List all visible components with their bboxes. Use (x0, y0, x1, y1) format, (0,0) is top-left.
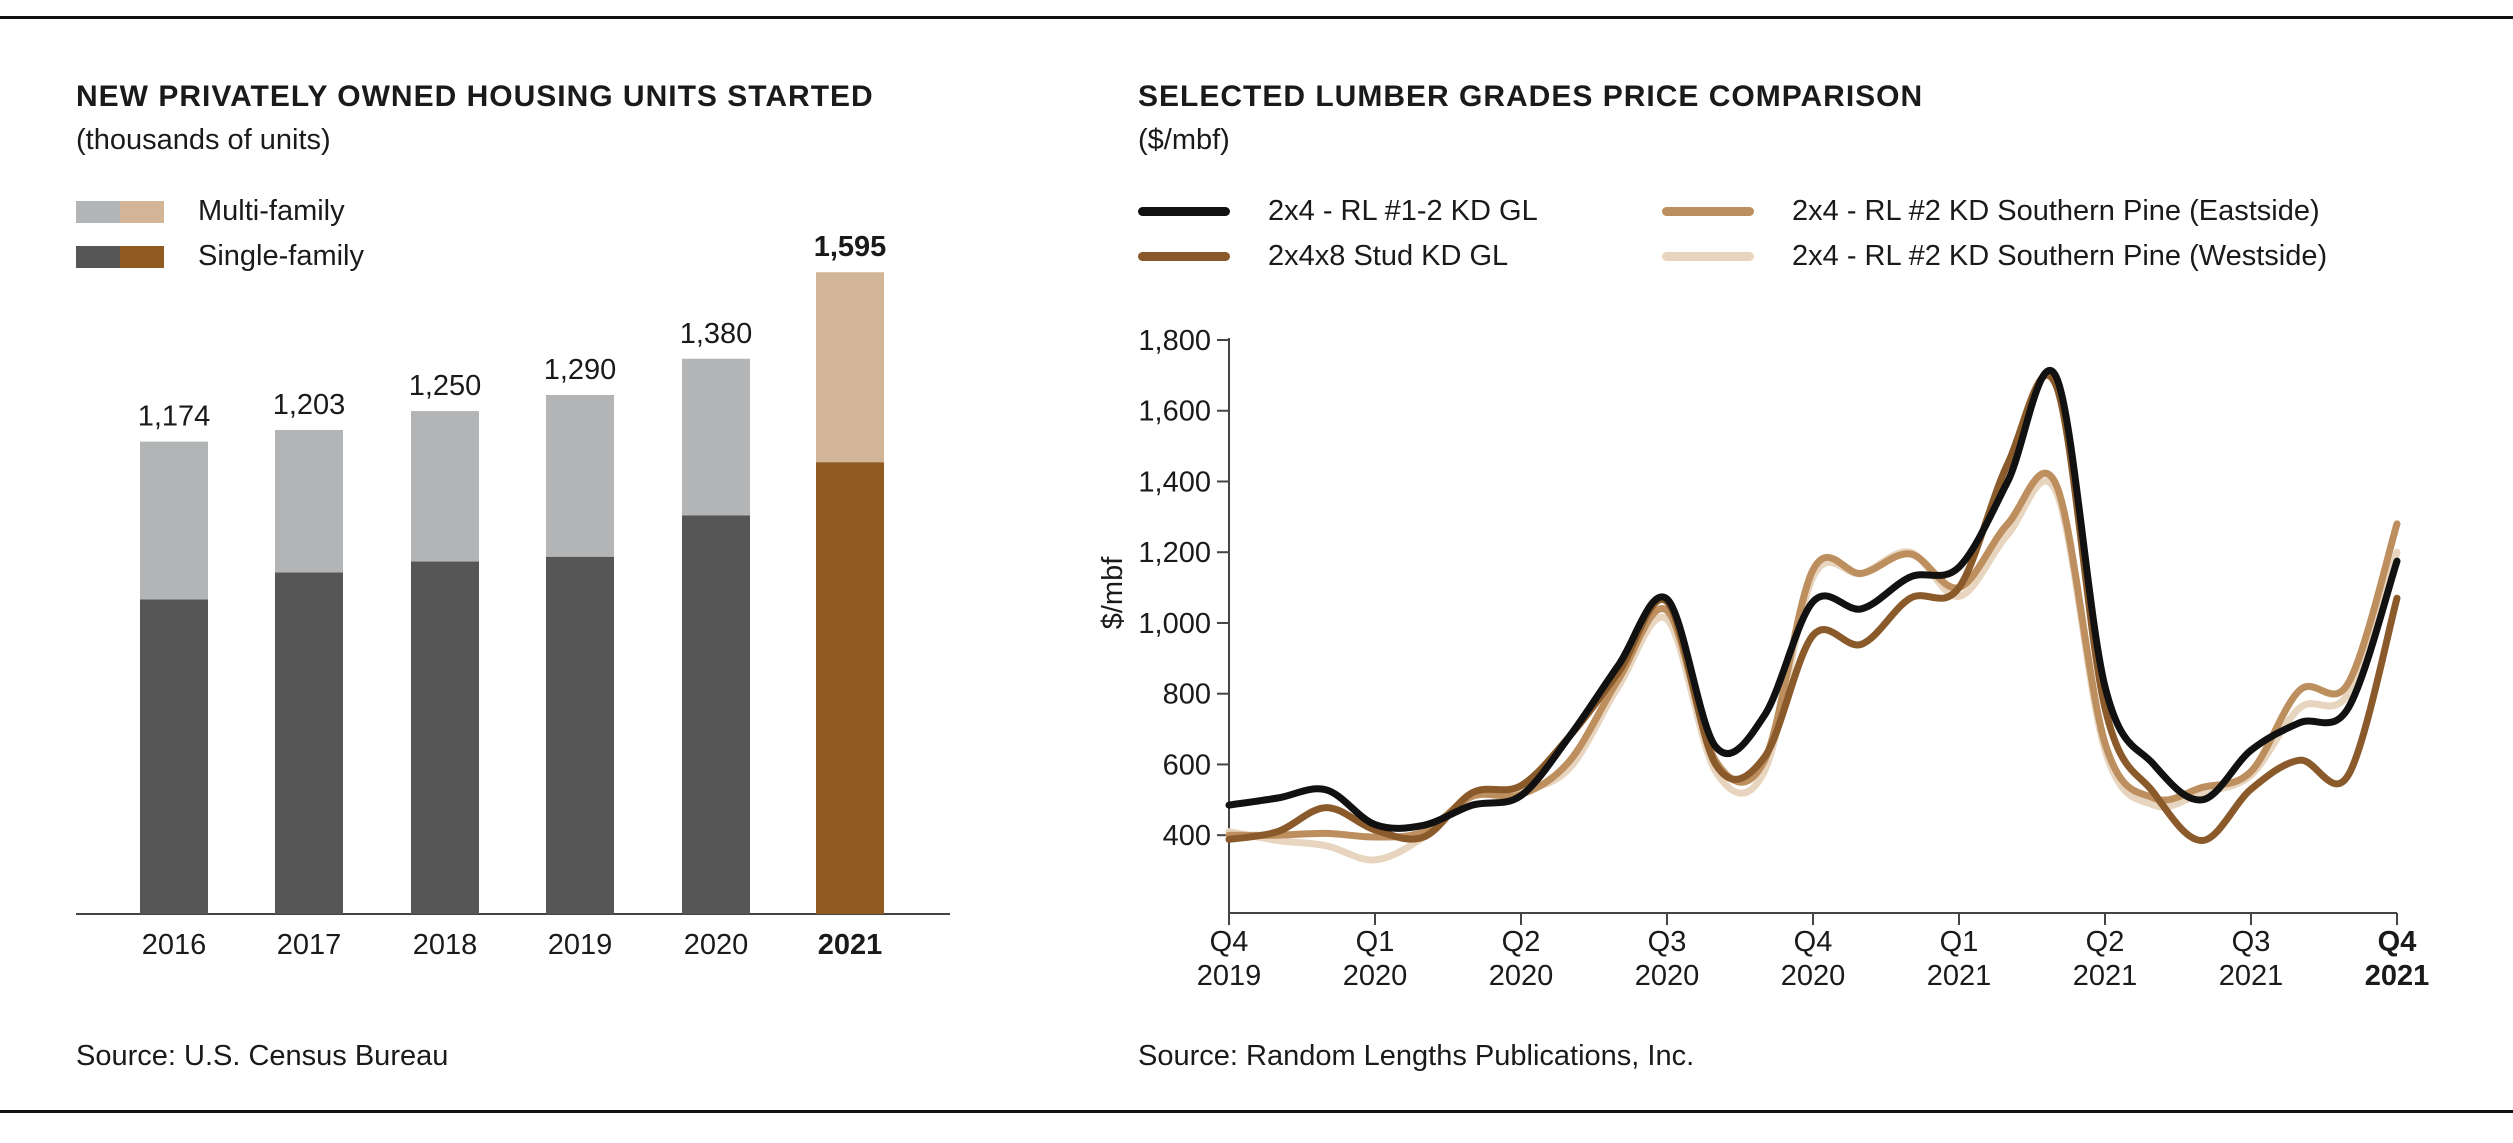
legend-label: 2x4 - RL #1-2 KD GL (1268, 195, 1538, 227)
x-tick-year-label: 2021 (2365, 960, 2430, 992)
series-rl-1-2-kd-gl-line (1225, 366, 2401, 832)
bar-single-family-2021 (816, 462, 884, 914)
multi-family-gray-swatch (76, 200, 120, 223)
housing-chart-title: NEW PRIVATELY OWNED HOUSING UNITS STARTE… (76, 80, 874, 113)
bar-multi-family-2020 (682, 358, 750, 516)
x-tick-quarter-label: Q3 (1648, 926, 1687, 958)
x-tick-year-label: 2021 (2073, 960, 2138, 992)
bar-single-family-2016 (140, 599, 208, 914)
y-tick-label: 800 (1163, 679, 1211, 711)
series-stud-kd-gl-line (1225, 371, 2401, 844)
legend-item-stud-kd-gl: 2x4x8 Stud KD GL (1138, 240, 1508, 273)
x-tick-quarter-label: Q1 (1356, 926, 1395, 958)
x-tick-year-label: 2021 (1927, 960, 1992, 992)
bar-category-label-2020: 2020 (684, 929, 749, 961)
housing-source-note: Source: U.S. Census Bureau (76, 1040, 449, 1072)
y-tick-label: 1,600 (1138, 396, 1211, 428)
bar-category-label-2017: 2017 (277, 929, 342, 961)
lumber-source-note: Source: Random Lengths Publications, Inc… (1138, 1040, 1695, 1072)
bar-multi-family-2019 (546, 394, 614, 557)
bar-multi-family-2016 (140, 441, 208, 600)
bar-multi-family-2017 (275, 429, 343, 573)
legend-label: 2x4 - RL #2 KD Southern Pine (Eastside) (1792, 195, 2320, 227)
legend-item-single-family: Single-family (76, 240, 364, 273)
series-southern-pine-westside-line (1225, 477, 2401, 864)
y-tick-label: 1,200 (1138, 537, 1211, 569)
bar-category-label-2018: 2018 (413, 929, 478, 961)
x-tick-year-label: 2020 (1343, 960, 1408, 992)
x-tick-quarter-label: Q2 (2086, 926, 2125, 958)
top-rule (0, 16, 2513, 19)
legend-label-single-family: Single-family (198, 240, 364, 272)
y-tick-label: 1,800 (1138, 325, 1211, 357)
bar-multi-family-2018 (411, 411, 479, 562)
bar-total-label-2017: 1,203 (273, 389, 346, 421)
bar-category-label-2021: 2021 (818, 929, 883, 961)
bar-single-family-2019 (546, 556, 614, 914)
bar-single-family-2018 (411, 561, 479, 914)
lumber-chart-title: SELECTED LUMBER GRADES PRICE COMPARISON (1138, 80, 1924, 113)
housing-chart-subtitle: (thousands of units) (76, 124, 331, 156)
x-tick-year-label: 2021 (2219, 960, 2284, 992)
legend-line-icon (1138, 207, 1230, 216)
legend-item-southern-pine-westside: 2x4 - RL #2 KD Southern Pine (Westside) (1662, 240, 2327, 273)
x-tick-quarter-label: Q4 (2378, 926, 2417, 958)
bar-total-label-2016: 1,174 (138, 401, 211, 433)
y-tick-label: 1,400 (1138, 466, 1211, 498)
bar-category-label-2019: 2019 (548, 929, 613, 961)
legend-item-southern-pine-eastside: 2x4 - RL #2 KD Southern Pine (Eastside) (1662, 195, 2320, 228)
legend-item-rl-1-2-kd-gl: 2x4 - RL #1-2 KD GL (1138, 195, 1538, 228)
single-family-swatch-icon (76, 245, 164, 268)
y-tick-label: 400 (1163, 820, 1211, 852)
single-family-gray-swatch (76, 245, 120, 268)
x-tick-quarter-label: Q4 (1210, 926, 1249, 958)
x-tick-quarter-label: Q4 (1794, 926, 1833, 958)
bottom-rule (0, 1110, 2513, 1113)
legend-line-icon (1138, 252, 1230, 261)
legend-item-multi-family: Multi-family (76, 195, 345, 228)
bar-single-family-2020 (682, 515, 750, 914)
x-tick-year-label: 2019 (1197, 960, 1262, 992)
multi-family-2021-swatch (120, 200, 164, 223)
x-tick-quarter-label: Q3 (2232, 926, 2271, 958)
single-family-2021-swatch (120, 245, 164, 268)
y-axis-label: $/mbf (1097, 556, 1129, 629)
lumber-chart-subtitle: ($/mbf) (1138, 124, 1230, 156)
bar-total-label-2020: 1,380 (680, 318, 753, 350)
bar-total-label-2021: 1,595 (814, 231, 887, 263)
legend-label: 2x4 - RL #2 KD Southern Pine (Westside) (1792, 240, 2328, 272)
bar-multi-family-2021 (816, 272, 884, 463)
legend-label: 2x4x8 Stud KD GL (1268, 240, 1509, 272)
x-tick-year-label: 2020 (1635, 960, 1700, 992)
x-tick-year-label: 2020 (1781, 960, 1846, 992)
legend-line-icon (1662, 252, 1754, 261)
legend-line-icon (1662, 207, 1754, 216)
x-tick-year-label: 2020 (1489, 960, 1554, 992)
multi-family-swatch-icon (76, 200, 164, 223)
bar-single-family-2017 (275, 572, 343, 914)
bar-total-label-2018: 1,250 (409, 370, 482, 402)
x-tick-quarter-label: Q1 (1940, 926, 1979, 958)
x-tick-quarter-label: Q2 (1502, 926, 1541, 958)
bar-category-label-2016: 2016 (142, 929, 207, 961)
y-tick-label: 1,000 (1138, 608, 1211, 640)
y-tick-label: 600 (1163, 749, 1211, 781)
legend-label-multi-family: Multi-family (198, 195, 345, 227)
bar-total-label-2019: 1,290 (544, 354, 617, 386)
